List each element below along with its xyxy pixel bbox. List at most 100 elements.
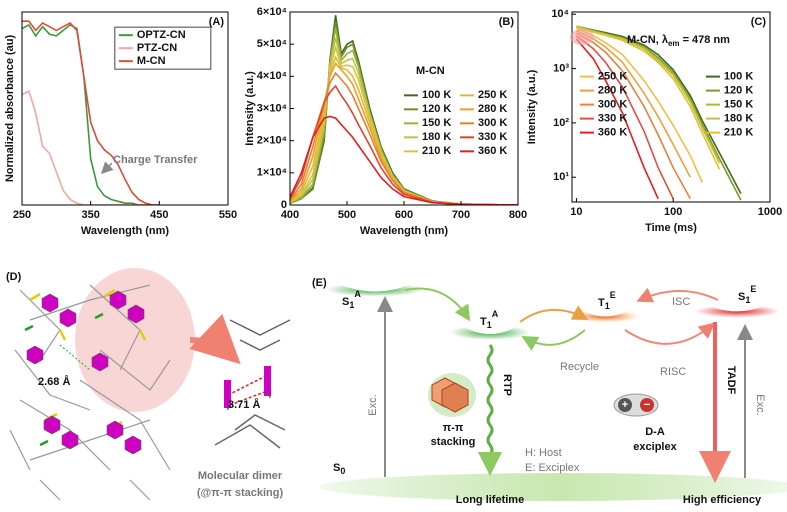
panel-label: (B): [499, 16, 515, 28]
y-tick-label: 10¹: [553, 171, 569, 183]
exciplex-label: exciplex: [633, 441, 677, 453]
state: S: [342, 296, 349, 308]
donor: [618, 398, 632, 412]
recycle-arrow: [521, 329, 586, 351]
state: T: [480, 316, 487, 328]
y-tick-label: 5×10⁴: [257, 38, 287, 50]
x-tick-label: 500: [338, 209, 356, 221]
state-label: T1E: [598, 290, 616, 311]
recycle-label: Recycle: [560, 361, 599, 373]
panel-e: (E) S1A T1A T1E S1E S0 Exc. RTP π-π stac…: [312, 277, 787, 506]
legend-text: E: Exciplex: [525, 462, 580, 474]
panel-label: (E): [312, 277, 327, 289]
state-sup: E: [610, 290, 616, 300]
legend-label: 330 K: [598, 113, 627, 125]
legend-text: H: Host: [525, 447, 562, 459]
well: [446, 320, 534, 346]
ground-state: [320, 473, 787, 501]
state-sub: 0: [340, 466, 345, 476]
panel-d: (D) 2.68 Å 3.71 Å Molecular dimer (@π-π …: [6, 268, 291, 501]
state-sup: E: [750, 284, 756, 294]
panel-label: (A): [209, 16, 225, 28]
x-tick-label: 400: [281, 209, 299, 221]
exciplex-label: D-A: [645, 426, 665, 438]
annotation: M-CN, λem = 478 nm: [627, 34, 730, 48]
legend-label: 360 K: [598, 127, 627, 139]
charge: +: [622, 399, 628, 411]
annotation-part: em: [668, 39, 680, 48]
legend-label: 210 K: [422, 145, 451, 157]
state: S: [333, 462, 340, 474]
rtp-arrow: [478, 344, 502, 476]
legend-label: 280 K: [598, 85, 627, 97]
rtp-label: RTP: [501, 374, 513, 396]
state-sub: 1: [349, 300, 354, 310]
state-label: S0: [333, 462, 345, 476]
series-line: [575, 35, 674, 200]
state: T: [598, 297, 605, 309]
series-line: [576, 32, 692, 200]
state: S: [738, 291, 745, 303]
series-line: [576, 29, 692, 178]
series-line: [290, 115, 518, 205]
panel-label: (D): [6, 271, 22, 283]
state-label: T1A: [480, 309, 499, 330]
x-tick-label: 350: [81, 209, 99, 221]
series-line: [22, 20, 160, 205]
legend-label: 120 K: [422, 103, 451, 115]
state-label: S1A: [342, 289, 361, 310]
annotation-part: M-CN, λ: [627, 34, 668, 46]
legend-label: PTZ-CN: [137, 42, 177, 54]
ring: [264, 366, 271, 396]
y-tick-label: 3×10⁴: [257, 102, 287, 114]
risc-label: RISC: [660, 366, 686, 378]
series-line: [576, 27, 704, 183]
chart: 250 350 450 550 Wavelength (nm) Normalized ab…: [4, 11, 237, 237]
x-tick-label: 600: [395, 209, 413, 221]
arrow: [189, 313, 241, 365]
legend-label: 100 K: [724, 71, 753, 83]
series-line: [576, 25, 742, 194]
caption: Molecular dimer: [198, 470, 283, 482]
risc-arrow: [624, 322, 716, 345]
series-line: [576, 26, 721, 170]
state-sub: 1: [487, 320, 492, 330]
legend-label: 250 K: [478, 89, 507, 101]
y-tick-label: 4×10⁴: [257, 70, 287, 82]
legend-label: 100 K: [422, 89, 451, 101]
x-tick-label: 450: [150, 209, 168, 221]
highlight: [570, 29, 594, 45]
stacking-icon: [441, 382, 469, 413]
well: [691, 299, 783, 324]
stacking-lines: [227, 374, 271, 406]
legend-label: 360 K: [478, 145, 507, 157]
legend-label: 300 K: [478, 117, 507, 129]
x-tick-label: 250: [13, 209, 31, 221]
legend-label: 180 K: [422, 131, 451, 143]
legend-label: 300 K: [598, 99, 627, 111]
annotation: Charge Transfer: [113, 154, 198, 166]
ring: [224, 380, 231, 408]
y-tick-label: 6×10⁴: [257, 6, 287, 18]
y-tick-label: 10⁴: [551, 8, 569, 20]
x-tick-label: 800: [509, 209, 527, 221]
y-tick-label: 10³: [553, 62, 569, 74]
annotation-arrow: [100, 161, 114, 175]
contact: [59, 344, 91, 371]
legend-label: 210 K: [724, 127, 753, 139]
chart: 10 100 1000 10¹ 10² 10³ 10⁴ Time (ms) Intensity …: [526, 8, 782, 234]
state-sub: 1: [605, 301, 610, 311]
x-tick-label: 550: [219, 209, 237, 221]
legend-label: 120 K: [724, 85, 753, 97]
state-label: S1E: [738, 284, 756, 305]
annotation-part: = 478 nm: [680, 34, 731, 46]
state-sub: 1: [745, 295, 750, 305]
arrow: [519, 305, 589, 323]
legend-title: M-CN: [416, 65, 445, 77]
isc-arrow: [636, 287, 719, 303]
x-axis-label: Wavelength (nm): [81, 225, 170, 237]
charge: −: [644, 399, 650, 411]
dimer: [214, 319, 291, 449]
x-tick-label: 100: [664, 206, 682, 218]
x-axis-label: Time (ms): [645, 222, 697, 234]
